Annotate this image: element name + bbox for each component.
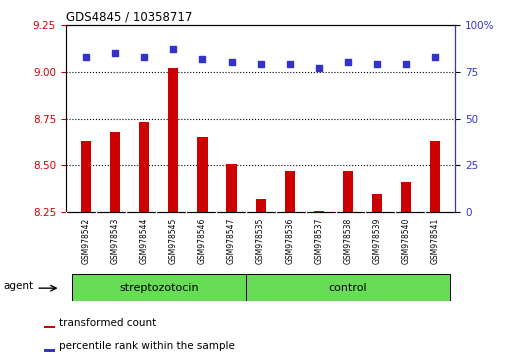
Bar — [71, 274, 245, 301]
Point — [314, 65, 322, 71]
Text: GSM978537: GSM978537 — [314, 217, 323, 264]
Bar — [168, 68, 178, 212]
Bar — [81, 141, 91, 212]
Text: transformed count: transformed count — [60, 318, 157, 328]
Point — [256, 61, 264, 67]
Text: GSM978545: GSM978545 — [169, 217, 178, 264]
Text: GSM978546: GSM978546 — [197, 217, 207, 264]
Bar — [429, 141, 439, 212]
Text: GSM978541: GSM978541 — [430, 217, 439, 264]
Bar — [197, 137, 207, 212]
Text: agent: agent — [4, 281, 33, 291]
Bar — [43, 349, 55, 352]
Point — [198, 56, 206, 61]
Text: GSM978540: GSM978540 — [400, 217, 410, 264]
Bar — [43, 326, 55, 328]
Point — [227, 59, 235, 65]
Text: GSM978539: GSM978539 — [372, 217, 381, 264]
Text: GSM978535: GSM978535 — [256, 217, 265, 264]
Bar — [400, 182, 410, 212]
Point — [401, 61, 409, 67]
Text: GSM978538: GSM978538 — [342, 217, 351, 264]
Bar — [255, 199, 265, 212]
Bar — [245, 274, 449, 301]
Bar — [313, 211, 323, 212]
Text: GSM978536: GSM978536 — [285, 217, 293, 264]
Point — [343, 59, 351, 65]
Point — [169, 46, 177, 52]
Bar — [110, 132, 120, 212]
Point — [82, 54, 90, 59]
Bar — [371, 194, 381, 212]
Text: GSM978543: GSM978543 — [111, 217, 120, 264]
Bar — [226, 164, 236, 212]
Text: GDS4845 / 10358717: GDS4845 / 10358717 — [66, 11, 192, 24]
Text: percentile rank within the sample: percentile rank within the sample — [60, 341, 235, 351]
Point — [430, 54, 438, 59]
Bar — [342, 171, 352, 212]
Point — [372, 61, 380, 67]
Text: GSM978547: GSM978547 — [227, 217, 235, 264]
Text: GSM978542: GSM978542 — [81, 217, 90, 264]
Point — [111, 50, 119, 56]
Text: streptozotocin: streptozotocin — [119, 282, 198, 293]
Point — [285, 61, 293, 67]
Point — [140, 54, 148, 59]
Bar — [284, 171, 294, 212]
Text: GSM978544: GSM978544 — [139, 217, 148, 264]
Text: control: control — [328, 282, 367, 293]
Bar — [139, 122, 149, 212]
